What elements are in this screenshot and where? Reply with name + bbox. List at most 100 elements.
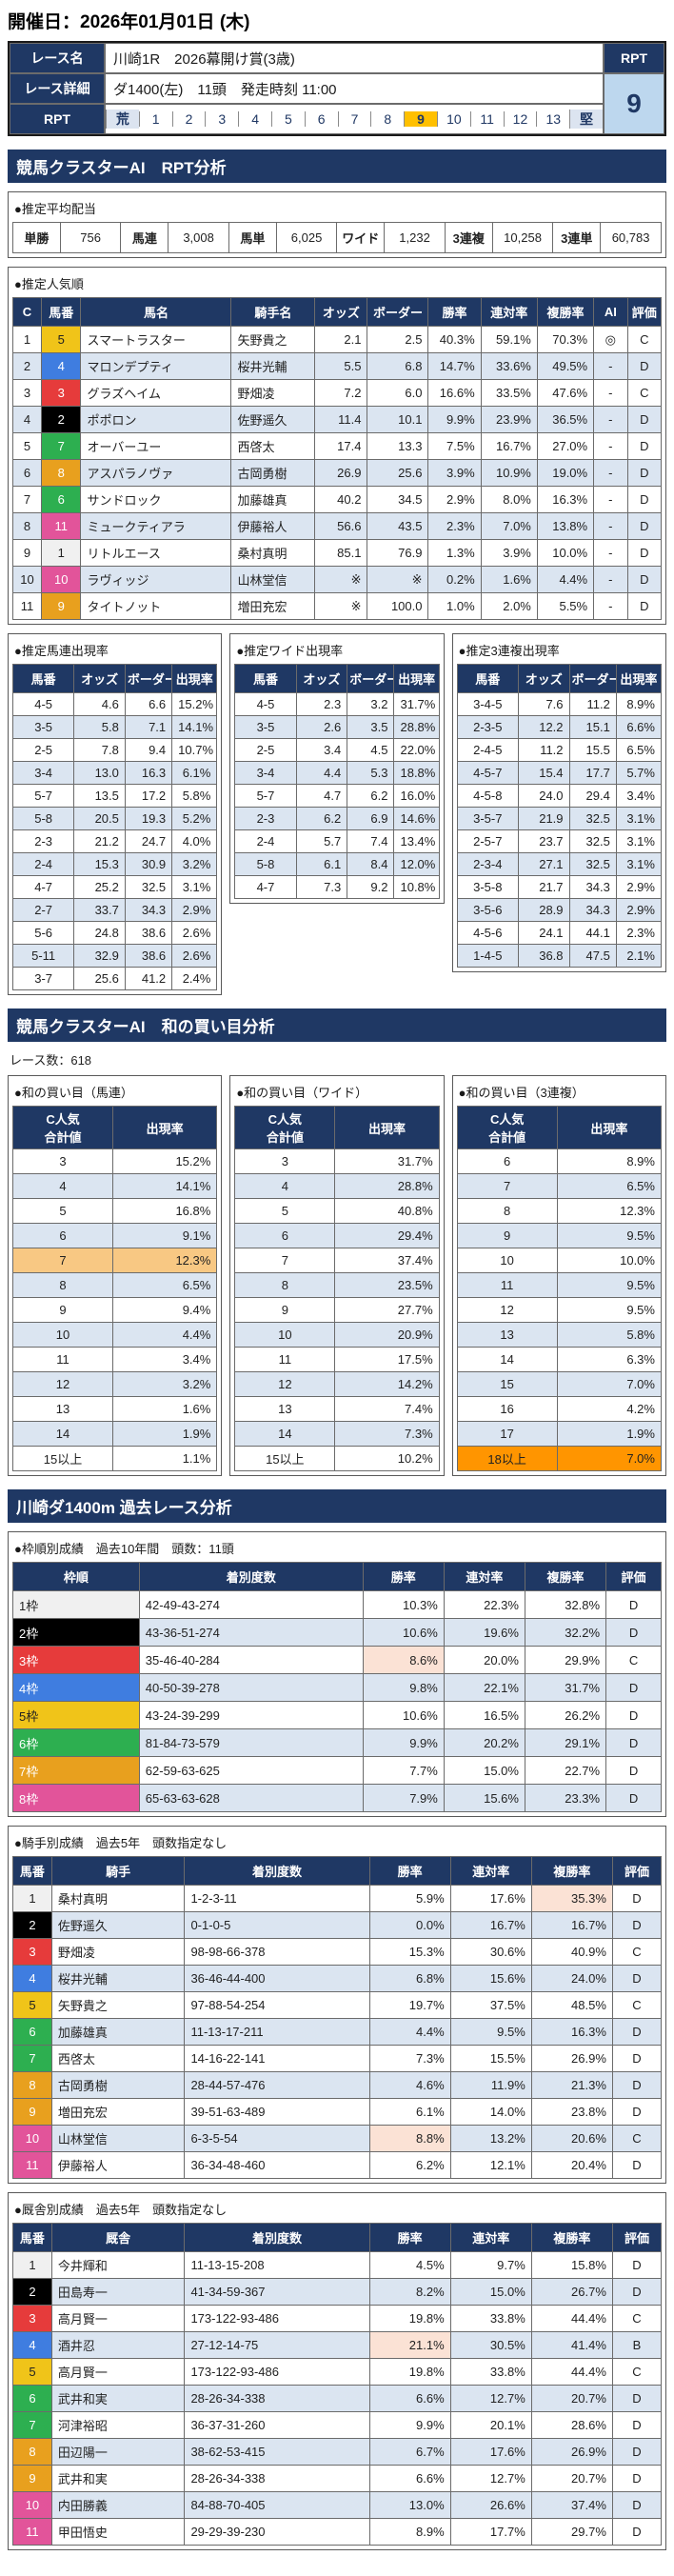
jockey-header-row: 馬番 騎手 着別度数 勝率 連対率 複勝率 評価 xyxy=(12,1856,663,1886)
win-rate-cell: 6.6% xyxy=(368,2465,451,2492)
show-rate-cell: 27.0% xyxy=(536,432,595,460)
eval-cell: D xyxy=(611,1911,663,1939)
odds-cell: 6.1 xyxy=(295,852,348,876)
rate-cell: 3.4% xyxy=(615,784,662,808)
jockey-name-cell: 伊藤裕人 xyxy=(50,2151,186,2179)
waku-number-cell: 8枠 xyxy=(12,1784,140,1812)
rate-row: 3-5-6 28.9 34.3 2.9% xyxy=(456,898,662,922)
quinella-rate-cell: 15.6% xyxy=(443,1784,525,1812)
eval-cell: D xyxy=(611,2098,663,2126)
column-header: オッズ xyxy=(73,664,126,693)
rate-cell: 6.5% xyxy=(112,1272,218,1298)
horse-number-cell: 10 xyxy=(12,2125,52,2152)
border-cell: 8.4 xyxy=(347,852,395,876)
waku-stats-box: ●枠順別成績 過去10年間 頭数：11頭 枠順 着別度数 勝率 連対率 複勝率 評価 1枠… xyxy=(8,1531,666,1817)
rate-cell: 31.7% xyxy=(334,1148,440,1174)
combo-cell: 4-5 xyxy=(11,692,75,716)
win-rate-cell: 7.3% xyxy=(368,2045,451,2072)
rate-cell: 6.1% xyxy=(171,761,218,785)
rate-cell: 13.4% xyxy=(393,829,440,853)
odds-cell: ※ xyxy=(314,566,368,593)
column-header: 出現率 xyxy=(112,1106,218,1149)
combo-cell: 3-5-8 xyxy=(456,875,519,899)
popularity-sum-cell: 4 xyxy=(234,1173,336,1199)
border-cell: 32.5 xyxy=(568,852,617,876)
rate-cell: 6.6% xyxy=(615,715,662,739)
rpt-scale-cell: 6 xyxy=(304,111,338,127)
show-rate-cell: 16.3% xyxy=(536,486,595,513)
win-rate-cell: 6.2% xyxy=(368,2151,451,2179)
column-header: 馬番 xyxy=(12,2223,52,2252)
win-rate-cell: 10.6% xyxy=(362,1701,445,1729)
jockey-name-cell: 古岡勇樹 xyxy=(230,459,316,487)
odds-cell: 6.2 xyxy=(295,807,348,830)
odds-cell: 5.7 xyxy=(295,829,348,853)
border-cell: 3.5 xyxy=(347,715,395,739)
quinella-rate-cell: 30.5% xyxy=(449,2331,532,2359)
c-rank-cell: 3 xyxy=(12,379,42,407)
record-cell: 97-88-54-254 xyxy=(184,1991,370,2019)
buy-row: 11 9.5% xyxy=(456,1272,662,1298)
popularity-sum-cell: 11 xyxy=(234,1347,336,1372)
ai-mark-cell: - xyxy=(593,512,628,540)
ai-mark-cell: - xyxy=(593,566,628,593)
eval-cell: D xyxy=(605,1701,662,1729)
rate-row: 4-5-8 24.0 29.4 3.4% xyxy=(456,784,662,808)
show-rate-cell: 20.7% xyxy=(530,2465,613,2492)
waku-row: 7枠 62-59-63-625 7.7% 15.0% 22.7% D xyxy=(12,1756,662,1785)
popularity-row: 2 4 マロンデプティ 桜井光輔 5.5 6.8 14.7% 33.6% 49.… xyxy=(12,352,663,380)
record-cell: 35-46-40-284 xyxy=(138,1646,364,1674)
horse-number-cell: 8 xyxy=(40,459,82,487)
combo-cell: 2-3-5 xyxy=(456,715,519,739)
show-rate-cell: 16.7% xyxy=(530,1911,613,1939)
rate-cell: 7.0% xyxy=(556,1371,662,1397)
rate-row: 2-3 6.2 6.9 14.6% xyxy=(234,807,440,830)
umaren-rate-title: ●推定馬連出現率 xyxy=(14,644,109,658)
rate-header-row: 馬番オッズボーダー出現率 xyxy=(456,664,662,693)
stable-name-cell: 武井和実 xyxy=(50,2385,186,2412)
border-cell: 9.4 xyxy=(124,738,173,762)
combo-cell: 3-4 xyxy=(234,761,297,785)
border-cell: 3.2 xyxy=(347,692,395,716)
column-header: 馬番 xyxy=(12,1856,52,1886)
rate-row: 2-7 33.7 34.3 2.9% xyxy=(11,898,218,922)
quinella-rate-cell: 13.2% xyxy=(449,2125,532,2152)
win-rate-cell: 1.3% xyxy=(427,539,482,567)
eval-cell: D xyxy=(611,2385,663,2412)
buy-row: 10 4.4% xyxy=(11,1322,218,1348)
rate-row: 5-7 13.5 17.2 5.8% xyxy=(11,784,218,808)
column-header: 複勝率 xyxy=(530,1856,613,1886)
rate-cell: 40.8% xyxy=(334,1198,440,1224)
rpt-scale-cell: 12 xyxy=(503,111,537,127)
rate-row: 2-4 15.3 30.9 3.2% xyxy=(11,852,218,876)
horse-number-cell: 8 xyxy=(12,2071,52,2099)
popularity-sum-cell: 15以上 xyxy=(11,1446,114,1471)
rpt-row-label: RPT xyxy=(10,104,105,134)
column-header: 連対率 xyxy=(449,1856,532,1886)
odds-cell: 32.9 xyxy=(73,944,126,968)
combo-cell: 2-5 xyxy=(11,738,75,762)
rpt-column-header: RPT xyxy=(604,43,664,73)
win-rate-cell: 13.0% xyxy=(368,2491,451,2519)
horse-number-cell: 4 xyxy=(12,1965,52,1992)
popularity-sum-cell: 10 xyxy=(234,1322,336,1348)
stable-header-row: 馬番 厩舎 着別度数 勝率 連対率 複勝率 評価 xyxy=(12,2223,663,2252)
rate-cell: 3.4% xyxy=(112,1347,218,1372)
horse-number-cell: 5 xyxy=(40,326,82,353)
rate-row: 3-5-7 21.9 32.5 3.1% xyxy=(456,807,662,830)
horse-number-cell: 9 xyxy=(12,2098,52,2126)
waku-number-cell: 3枠 xyxy=(12,1646,140,1674)
horse-number-cell: 2 xyxy=(40,406,82,433)
buy-row: 13 5.8% xyxy=(456,1322,662,1348)
show-rate-cell: 29.1% xyxy=(524,1728,607,1757)
win-rate-cell: 19.8% xyxy=(368,2305,451,2332)
buy-umaren-box: ●和の買い目（馬連） C人気 合計値 出現率 3 15.2% 4 xyxy=(8,1075,223,1476)
odds-cell: 36.8 xyxy=(517,944,570,968)
buy-umaren-title: ●和の買い目（馬連） xyxy=(14,1086,133,1100)
border-cell: 30.9 xyxy=(124,852,173,876)
jockey-name-cell: 西啓太 xyxy=(230,432,316,460)
payout-row: 単勝 756 馬連 3,008 馬単 6,025 ワイド 1,232 3連複 10,258 3連単 6… xyxy=(12,222,662,253)
column-header: 評価 xyxy=(626,297,663,327)
jockey-row: 11 伊藤裕人 36-34-48-460 6.2% 12.1% 20.4% D xyxy=(12,2151,663,2179)
eval-cell: D xyxy=(611,2018,663,2046)
